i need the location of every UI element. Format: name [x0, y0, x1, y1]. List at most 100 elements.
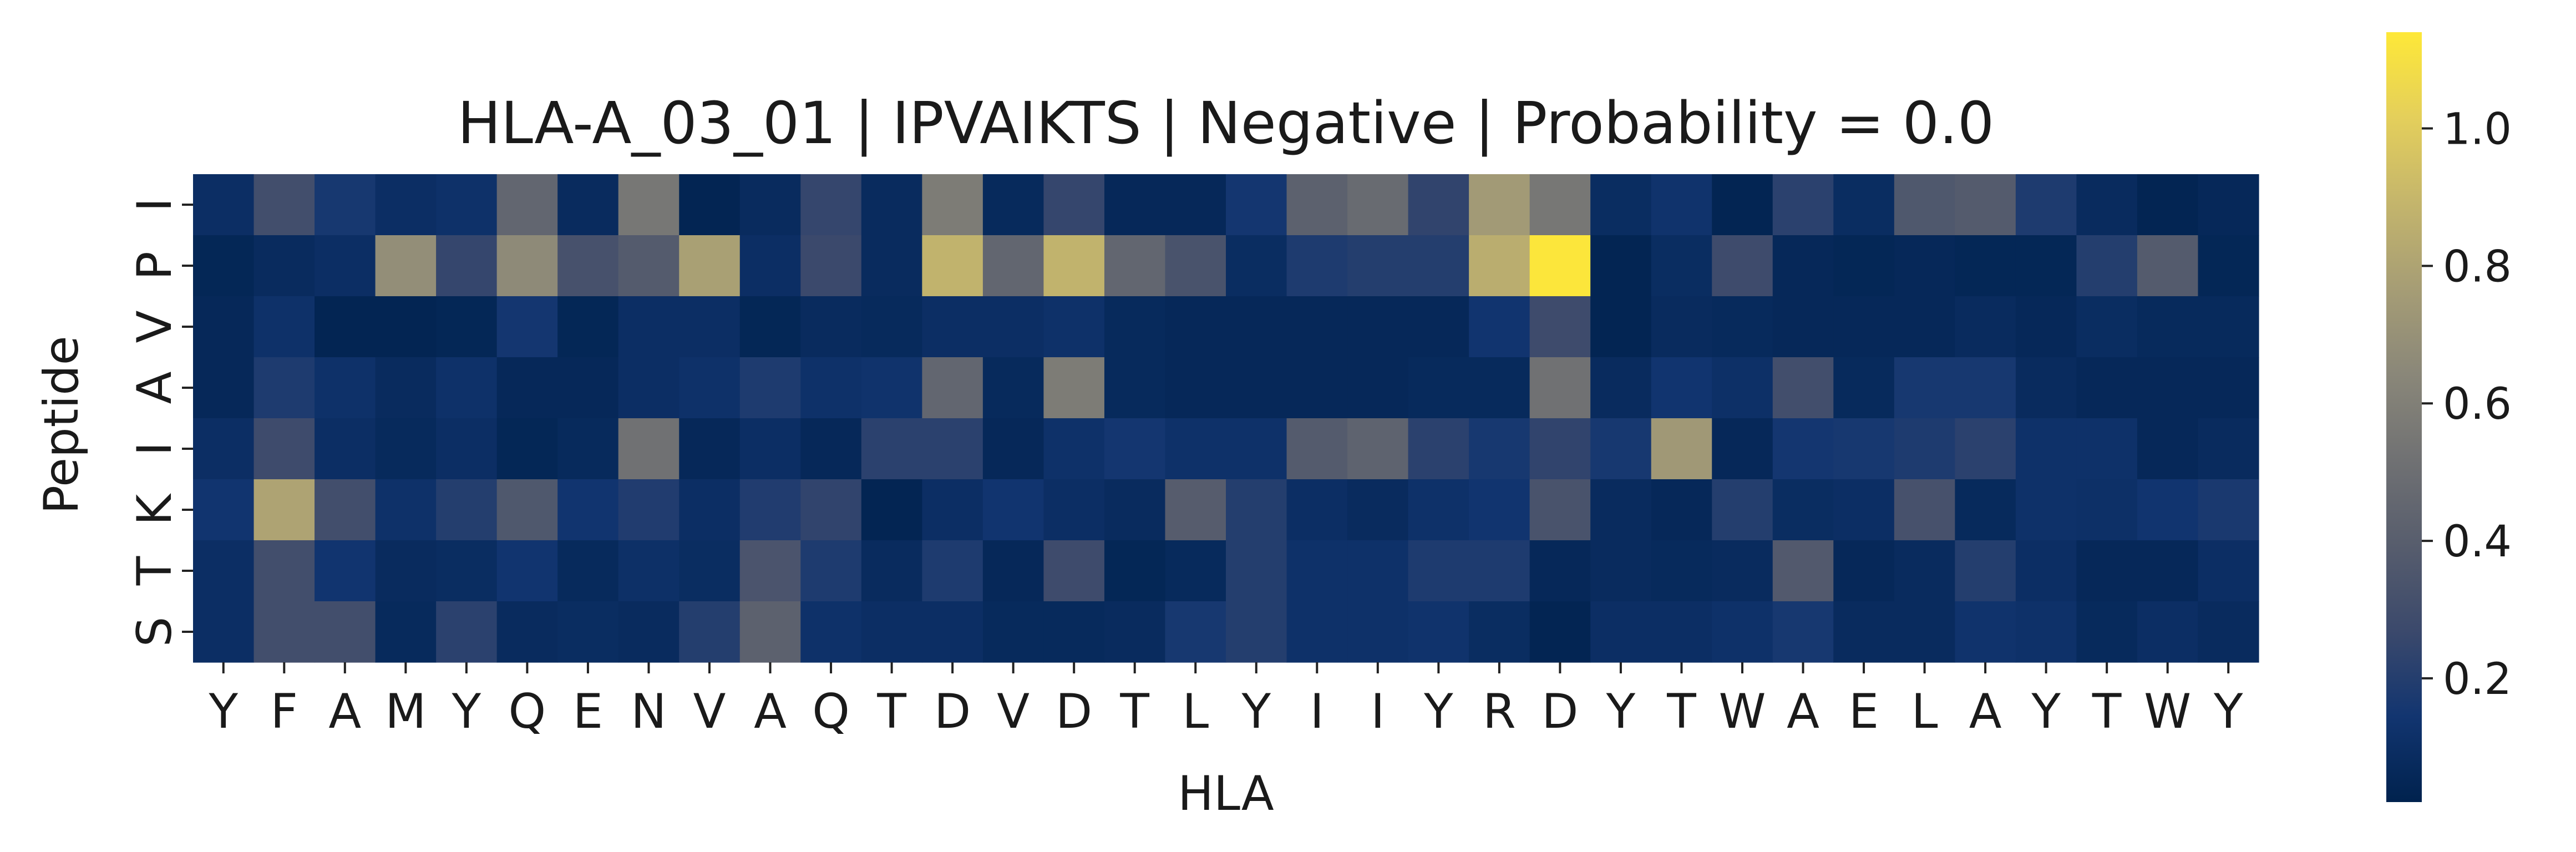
y-axis-label: Peptide [34, 336, 89, 514]
heatmap-cell [1469, 418, 1530, 480]
heatmap-cell [2076, 418, 2138, 480]
colorbar-tick-label: 0.6 [2443, 379, 2512, 429]
heatmap-cell [2137, 479, 2199, 541]
heatmap-cell [2137, 296, 2199, 358]
heatmap-cell [1955, 357, 2016, 419]
heatmap-cell [1651, 540, 1712, 602]
x-tick-label: A [754, 684, 787, 739]
heatmap-cell [739, 418, 801, 480]
heatmap-cell [2137, 174, 2199, 236]
heatmap-cell [2015, 601, 2077, 663]
heatmap-cell [1772, 418, 1834, 480]
heatmap-cell [496, 296, 558, 358]
heatmap-cell [1286, 357, 1348, 419]
heatmap-cell [1347, 174, 1409, 236]
heatmap-cell [1772, 540, 1834, 602]
heatmap-cell [1529, 174, 1591, 236]
heatmap-cell [253, 296, 315, 358]
heatmap-cell [557, 357, 619, 419]
heatmap-cell [2076, 540, 2138, 602]
heatmap-cell [253, 479, 315, 541]
heatmap-cell [1712, 418, 1773, 480]
heatmap-cell [2015, 235, 2077, 297]
heatmap-cell [679, 418, 741, 480]
heatmap-cell [1408, 540, 1469, 602]
x-tick-label: E [1849, 684, 1879, 739]
heatmap-cell [2076, 296, 2138, 358]
x-tick-label: W [1718, 684, 1766, 739]
heatmap-cell [2015, 418, 2077, 480]
heatmap-cell [2137, 540, 2199, 602]
heatmap-cell [193, 296, 255, 358]
heatmap-cell [1043, 296, 1105, 358]
heatmap-cell [2198, 174, 2259, 236]
heatmap-cell [1226, 540, 1287, 602]
x-tick-label: T [2092, 684, 2122, 739]
heatmap-cell [1651, 601, 1712, 663]
heatmap-cell [1955, 479, 2016, 541]
heatmap-cell [1590, 418, 1652, 480]
x-tick-label: M [385, 684, 426, 739]
heatmap-cell [982, 235, 1044, 297]
heatmap-cell [2137, 601, 2199, 663]
heatmap-cell [253, 418, 315, 480]
heatmap-cell [315, 418, 376, 480]
heatmap-cell [2015, 296, 2077, 358]
heatmap-cell [861, 418, 922, 480]
heatmap-cell [1529, 418, 1591, 480]
heatmap-cell [193, 235, 255, 297]
heatmap-cell [1469, 357, 1530, 419]
heatmap-cell [739, 296, 801, 358]
heatmap-cell [1347, 296, 1409, 358]
heatmap-cell [982, 296, 1044, 358]
x-tick-label: T [1119, 684, 1149, 739]
chart-title: HLA-A_03_01 | IPVAIKTS | Negative | Prob… [458, 89, 1994, 157]
colorbar-tick-label: 0.2 [2443, 655, 2512, 704]
heatmap-cell [1469, 540, 1530, 602]
heatmap-cell [800, 540, 862, 602]
heatmap-cell [739, 174, 801, 236]
heatmap-cell [1104, 540, 1166, 602]
heatmap-cell [253, 174, 315, 236]
heatmap-cell [2015, 540, 2077, 602]
x-tick-label: L [1911, 684, 1938, 739]
heatmap-cell [1712, 540, 1773, 602]
heatmap-cell [679, 357, 741, 419]
heatmap-cell [1833, 235, 1895, 297]
heatmap-cell [861, 174, 922, 236]
heatmap-cell [800, 418, 862, 480]
x-tick-label: E [573, 684, 603, 739]
heatmap-cell [1226, 174, 1287, 236]
heatmap-cell [1043, 479, 1105, 541]
heatmap-cell [1165, 418, 1226, 480]
x-tick-label: Y [1241, 684, 1271, 739]
heatmap-cell [193, 479, 255, 541]
heatmap-cell [1226, 235, 1287, 297]
heatmap-cell [1104, 235, 1166, 297]
heatmap-cell [1894, 235, 1955, 297]
heatmap-cell [1347, 479, 1409, 541]
x-tick-label: L [1182, 684, 1209, 739]
heatmap-cell [1104, 479, 1166, 541]
heatmap-cell [1894, 418, 1955, 480]
heatmap-cell [1286, 418, 1348, 480]
heatmap-cell [557, 296, 619, 358]
heatmap-cell [2076, 479, 2138, 541]
heatmap-cell [436, 235, 498, 297]
heatmap-cell [1894, 540, 1955, 602]
heatmap-cell [1833, 296, 1895, 358]
heatmap-cell [1165, 174, 1226, 236]
heatmap-cell [1894, 296, 1955, 358]
heatmap-cell [2198, 601, 2259, 663]
y-tick-label: S [127, 617, 182, 647]
x-tick-label: Y [1606, 684, 1636, 739]
heatmap-cell [1043, 418, 1105, 480]
heatmap-cell [1286, 601, 1348, 663]
heatmap-cell [800, 235, 862, 297]
heatmap-cell [1347, 540, 1409, 602]
heatmap-cell [618, 418, 680, 480]
heatmap-cell [618, 235, 680, 297]
heatmap-cell [982, 601, 1044, 663]
heatmap-cell [1529, 601, 1591, 663]
heatmap-cell [982, 540, 1044, 602]
